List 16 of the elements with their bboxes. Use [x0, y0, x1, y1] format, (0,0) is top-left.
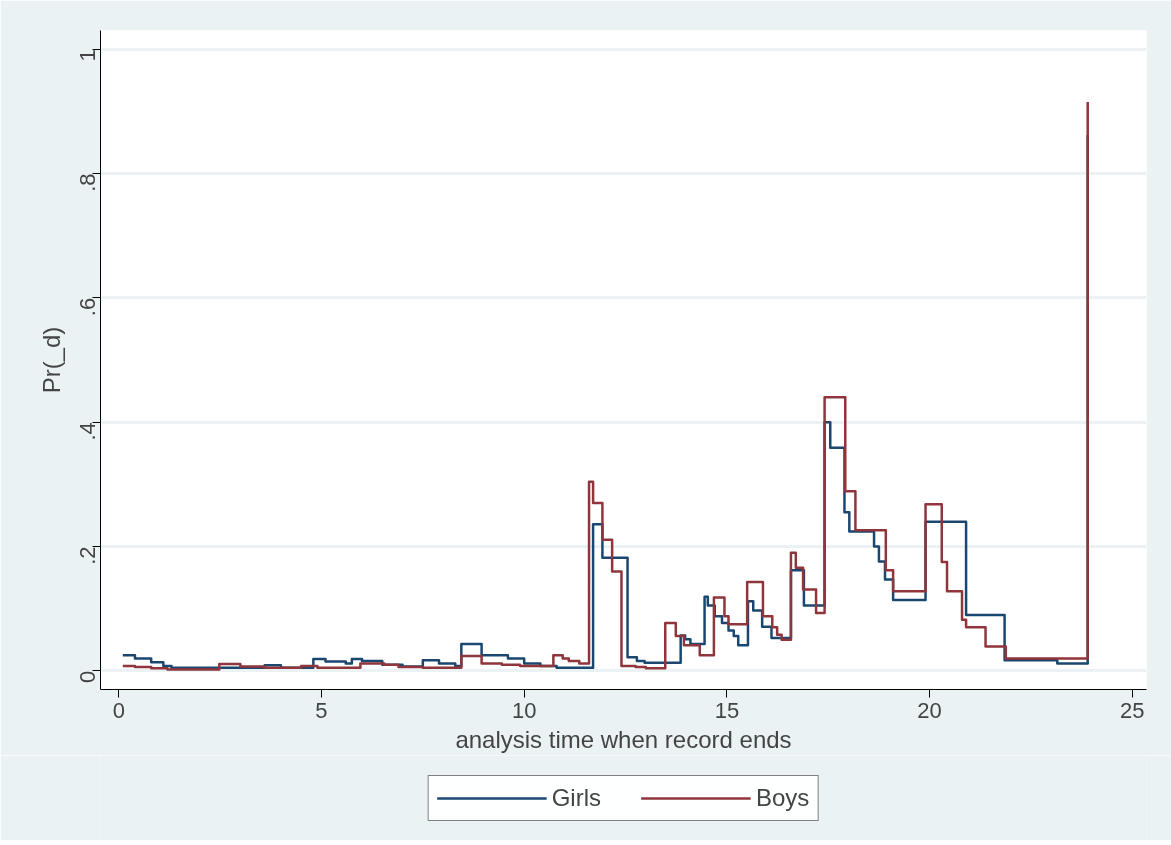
legend-label: Boys [755, 783, 810, 812]
y-tick-label: 0 [75, 670, 100, 684]
x-tick-label: 5 [315, 697, 328, 723]
y-tick-label: .2 [75, 546, 100, 565]
y-tick-label: .6 [75, 297, 100, 317]
y-tick-label: .4 [75, 422, 100, 441]
legend-label: Girls [551, 783, 601, 812]
y-tick-label: .8 [75, 173, 100, 192]
x-tick-label: 25 [1120, 697, 1145, 723]
x-tick-label: 0 [112, 697, 125, 723]
x-tick-label: 15 [714, 697, 740, 723]
y-axis-title: Pr(_d) [37, 326, 65, 394]
x-axis-title: analysis time when record ends [455, 725, 792, 753]
y-tick-label: 1 [75, 49, 100, 62]
x-tick-label: 20 [917, 697, 942, 723]
x-tick-label: 10 [511, 697, 537, 723]
